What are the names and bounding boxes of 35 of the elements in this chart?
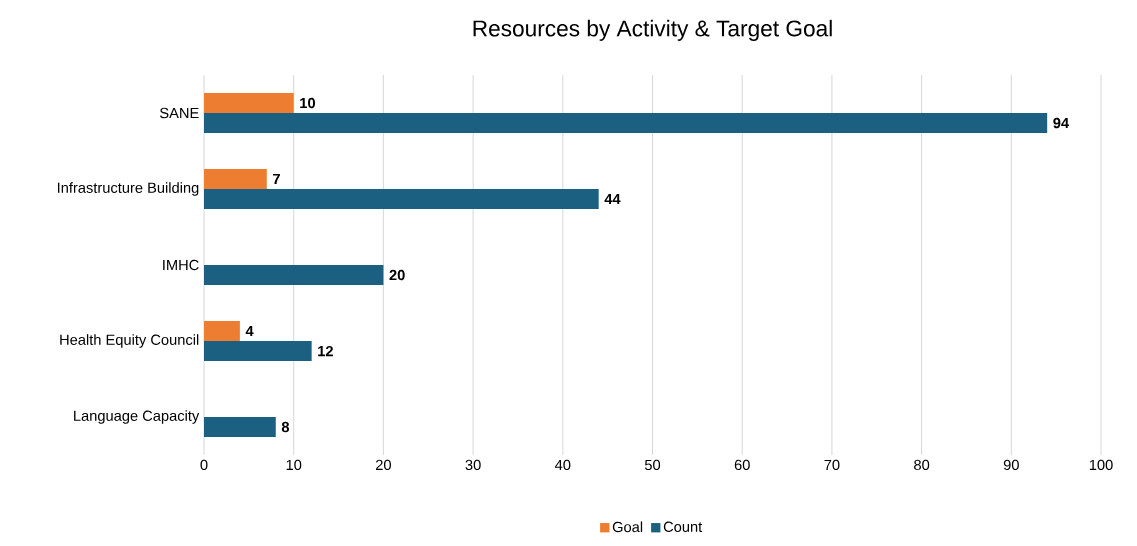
data-label: 44 xyxy=(604,193,621,205)
data-label: 20 xyxy=(389,269,405,281)
x-tick-label: 40 xyxy=(554,459,571,471)
chart-title: Resources by Activity & Target Goal xyxy=(473,19,832,41)
bar xyxy=(204,321,240,341)
x-tick-label: 100 xyxy=(1089,459,1113,471)
x-tick-label: 50 xyxy=(644,459,661,471)
bar xyxy=(204,341,312,362)
y-tick-label: SANE xyxy=(160,107,199,119)
legend-label: Count xyxy=(663,521,703,532)
bar xyxy=(204,113,1048,134)
data-label: 4 xyxy=(245,325,254,337)
data-label: 94 xyxy=(1053,117,1070,129)
x-tick-label: 10 xyxy=(286,459,302,471)
x-tick-label: 0 xyxy=(200,459,208,471)
x-tick-label: 80 xyxy=(914,459,930,471)
data-label: 12 xyxy=(318,345,333,357)
bar xyxy=(204,189,599,209)
data-label: 8 xyxy=(281,421,290,433)
bar xyxy=(204,169,267,189)
x-tick-label: 20 xyxy=(375,459,391,471)
bar xyxy=(204,417,276,438)
x-tick-label: 60 xyxy=(734,459,750,471)
y-tick-label: Language Capacity xyxy=(74,410,200,424)
x-tick-label: 70 xyxy=(824,459,840,471)
y-tick-label: Infrastructure Building xyxy=(57,182,199,196)
y-tick-label: IMHC xyxy=(163,259,199,271)
x-tick-label: 30 xyxy=(465,459,481,471)
legend-label: Goal xyxy=(612,521,643,533)
data-label: 10 xyxy=(300,97,316,109)
data-label: 7 xyxy=(273,173,280,185)
bar xyxy=(204,265,384,286)
bar xyxy=(204,93,294,114)
y-tick-label: Health Equity Council xyxy=(60,334,199,348)
x-tick-label: 90 xyxy=(1003,459,1019,471)
